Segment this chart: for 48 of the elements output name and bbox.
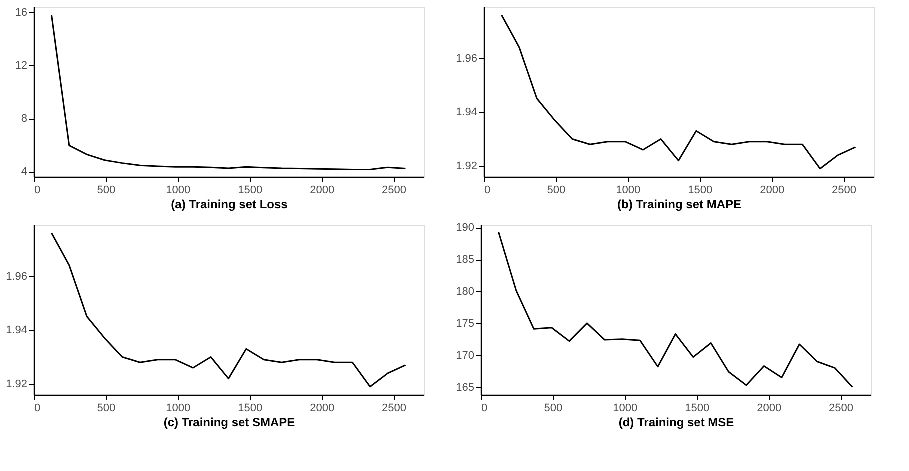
x-tick-label: 2500	[829, 402, 854, 414]
line-series	[50, 14, 406, 170]
y-tick-label: 1.94	[6, 324, 28, 337]
x-tick-label: 2000	[760, 184, 785, 196]
y-tick-label: 175	[456, 318, 474, 330]
x-tick-label: 1000	[166, 184, 191, 196]
y-tick-label: 165	[456, 382, 474, 394]
x-tick-label: 1000	[166, 402, 191, 414]
y-tick-label: 185	[456, 254, 474, 266]
x-tick-label: 2000	[310, 184, 335, 196]
y-tick-label: 1.96	[6, 270, 28, 283]
x-axis-title: (a) Training set Loss	[171, 198, 288, 212]
x-tick-label: 1000	[616, 184, 641, 196]
y-tick-label: 12	[15, 60, 28, 72]
x-tick-label: 0	[482, 402, 488, 414]
x-tick-label: 0	[484, 184, 491, 196]
y-tick-label: 170	[456, 350, 474, 362]
line-series	[498, 231, 854, 388]
x-axis-title: (d) Training set MSE	[618, 416, 734, 430]
x-tick-label: 500	[97, 402, 116, 414]
x-tick-label: 1500	[685, 402, 710, 414]
x-tick-label: 500	[97, 184, 116, 196]
x-tick-label: 500	[547, 184, 566, 196]
x-tick-label: 0	[34, 184, 41, 196]
x-tick-label: 500	[544, 402, 563, 414]
x-tick-label: 1500	[238, 402, 263, 414]
x-tick-label: 2000	[310, 402, 335, 414]
x-tick-label: 1000	[613, 402, 638, 414]
y-tick-label: 1.92	[6, 378, 28, 391]
x-axis-title: (c) Training set SMAPE	[164, 416, 296, 430]
y-tick-label: 190	[456, 222, 474, 234]
x-tick-label: 2500	[832, 184, 857, 196]
x-tick-label: 1500	[688, 184, 713, 196]
y-tick-label: 1.94	[456, 106, 478, 119]
y-tick-label: 180	[456, 286, 474, 298]
y-tick-label: 1.96	[456, 52, 478, 65]
y-tick-label: 1.92	[456, 160, 478, 173]
y-tick-label: 8	[21, 113, 28, 126]
x-tick-label: 2500	[382, 402, 407, 414]
x-tick-label: 2500	[382, 184, 407, 196]
x-axis-title: (b) Training set MAPE	[617, 198, 742, 212]
y-tick-label: 16	[15, 6, 28, 19]
line-series	[500, 14, 856, 170]
x-tick-label: 0	[34, 402, 41, 414]
line-series	[50, 232, 406, 388]
x-tick-label: 2000	[757, 402, 782, 414]
x-tick-label: 1500	[238, 184, 263, 196]
y-tick-label: 4	[21, 166, 28, 178]
